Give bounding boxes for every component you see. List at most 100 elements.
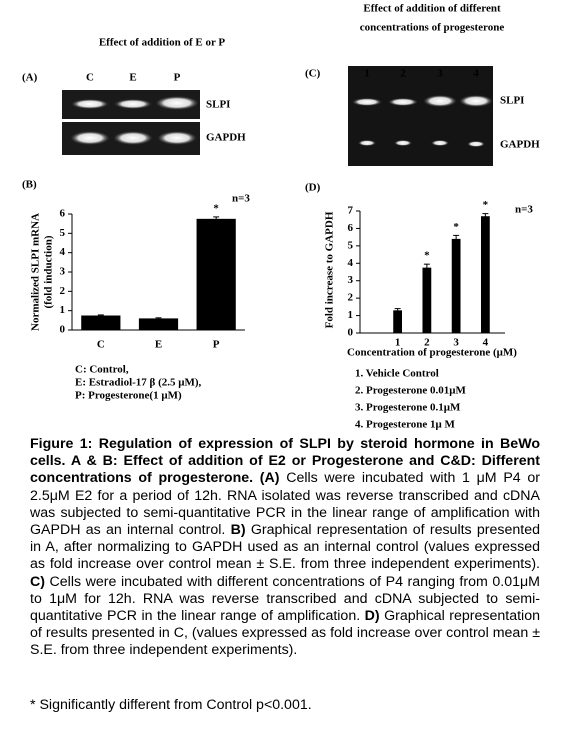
band-label: GAPDH [206, 132, 246, 144]
x-tick-label: 1 [395, 337, 401, 349]
caption-text: Cells were incubated with 1 μM P4 or 2.5… [30, 470, 540, 539]
y-axis-label: Normalized SLPI mRNA [30, 213, 42, 331]
x-tick-label: 3 [453, 337, 459, 349]
band [71, 99, 109, 109]
annotation: n=3 [232, 193, 250, 205]
panel-label: (D) [305, 182, 321, 194]
caption-bold: D) [364, 608, 380, 625]
bar [422, 267, 432, 333]
band [114, 99, 152, 109]
panel-label: (C) [305, 68, 321, 80]
x-tick-label: 2 [424, 337, 430, 349]
y-tick-label: 6 [60, 208, 66, 220]
lane-label: 4 [473, 68, 479, 80]
band [459, 95, 493, 107]
y-tick-label: 7 [348, 205, 354, 217]
lane-label: C [86, 72, 94, 84]
band [467, 141, 485, 147]
x-tick-label: C [97, 339, 105, 351]
y-tick-label: 4 [348, 257, 354, 269]
error-bar [453, 234, 460, 243]
panel-title: Effect of addition of different [363, 3, 501, 15]
caption-bold: (A) [259, 470, 280, 487]
y-tick-label: 2 [60, 285, 66, 297]
x-tick-label: 4 [483, 337, 489, 349]
bar [451, 238, 461, 333]
band [423, 95, 457, 107]
y-tick-label: 2 [348, 292, 354, 304]
x-tick-label: P [213, 339, 220, 351]
caption: Figure 1: Regulation of expression of SL… [30, 436, 540, 660]
gel [348, 66, 493, 82]
figure: Effect of addition of E or P (A) C E P SLPI GA… [22, 3, 540, 430]
error-bar [97, 314, 104, 317]
y-tick-label: 6 [348, 222, 354, 234]
bar [196, 218, 236, 330]
caption-text: Graphical representation of results pres… [30, 608, 540, 659]
y-tick-label: 0 [348, 327, 354, 339]
footnote: * Significantly different from Control p… [30, 697, 312, 713]
significance-mark: * [424, 250, 430, 262]
legend-note: C: Control, [75, 364, 129, 376]
error-bar [482, 213, 489, 219]
y-tick-label: 5 [60, 227, 66, 239]
y-tick-label: 1 [348, 309, 354, 321]
error-bar [394, 308, 401, 313]
annotation: n=3 [515, 204, 533, 216]
band [431, 140, 449, 146]
bar [138, 318, 179, 330]
band [70, 131, 110, 145]
error-bar [213, 216, 220, 221]
y-axis-label: (fold induction) [43, 235, 55, 308]
legend-note: E: Estradiol-17 β (2.5 μM), [75, 377, 202, 389]
significance-mark: * [213, 202, 219, 214]
band [157, 131, 197, 145]
caption-text: Graphical representation of results pres… [30, 522, 540, 573]
caption-bold: Figure 1: Regulation of expression of SL… [30, 436, 540, 487]
gel [348, 82, 493, 166]
band [388, 98, 418, 106]
bar [81, 315, 121, 330]
panel-label: (B) [22, 179, 37, 191]
legend-note: 4. Progesterone 1μ M [355, 419, 456, 430]
y-tick-label: 3 [60, 266, 66, 278]
y-tick-label: 5 [348, 239, 354, 251]
lane-label: 3 [437, 68, 443, 80]
band [358, 140, 376, 146]
x-axis-label: Concentration of progesterone (μM) [347, 347, 517, 359]
band-label: GAPDH [500, 139, 540, 151]
significance-mark: * [483, 199, 489, 211]
band [113, 131, 153, 145]
lane-label: E [129, 72, 136, 84]
y-tick-label: 0 [60, 324, 66, 336]
band-label: SLPI [500, 95, 524, 107]
bar [480, 216, 490, 333]
y-tick-label: 4 [60, 246, 66, 258]
error-bar [155, 317, 162, 319]
caption-bold: B) [230, 522, 246, 539]
panel-label: (A) [22, 72, 38, 84]
panel-title: concentrations of progesterone [360, 22, 505, 34]
legend-note: P: Progesterone(1 μM) [75, 390, 182, 402]
band-label: SLPI [206, 99, 230, 111]
legend-note: 2. Progesterone 0.01μM [355, 385, 467, 397]
bar [393, 310, 403, 333]
lane-label: 2 [400, 68, 406, 80]
band [155, 96, 199, 110]
lane-label: P [174, 72, 181, 84]
x-tick-label: E [155, 339, 162, 351]
panel-title: Effect of addition of E or P [99, 37, 226, 49]
caption-bold: C) [30, 573, 45, 590]
y-tick-label: 3 [348, 274, 354, 286]
y-tick-label: 1 [60, 304, 66, 316]
legend-note: 3. Progesterone 0.1μM [355, 402, 461, 414]
significance-mark: * [453, 221, 459, 233]
error-bar [423, 263, 430, 272]
band [394, 140, 412, 146]
legend-note: 1. Vehicle Control [355, 368, 439, 380]
caption-text: Cells were incubated with different conc… [30, 573, 540, 625]
lane-label: 1 [364, 68, 370, 80]
y-axis-label: Fold increase to GAPDH [324, 211, 336, 328]
band [352, 98, 382, 106]
